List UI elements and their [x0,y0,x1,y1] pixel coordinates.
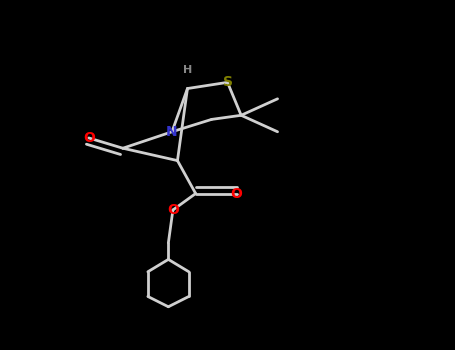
Text: H: H [183,65,192,75]
Text: S: S [222,75,233,89]
Text: O: O [231,187,243,201]
Text: O: O [167,203,179,217]
Text: O: O [83,131,95,145]
Text: N: N [166,125,178,139]
